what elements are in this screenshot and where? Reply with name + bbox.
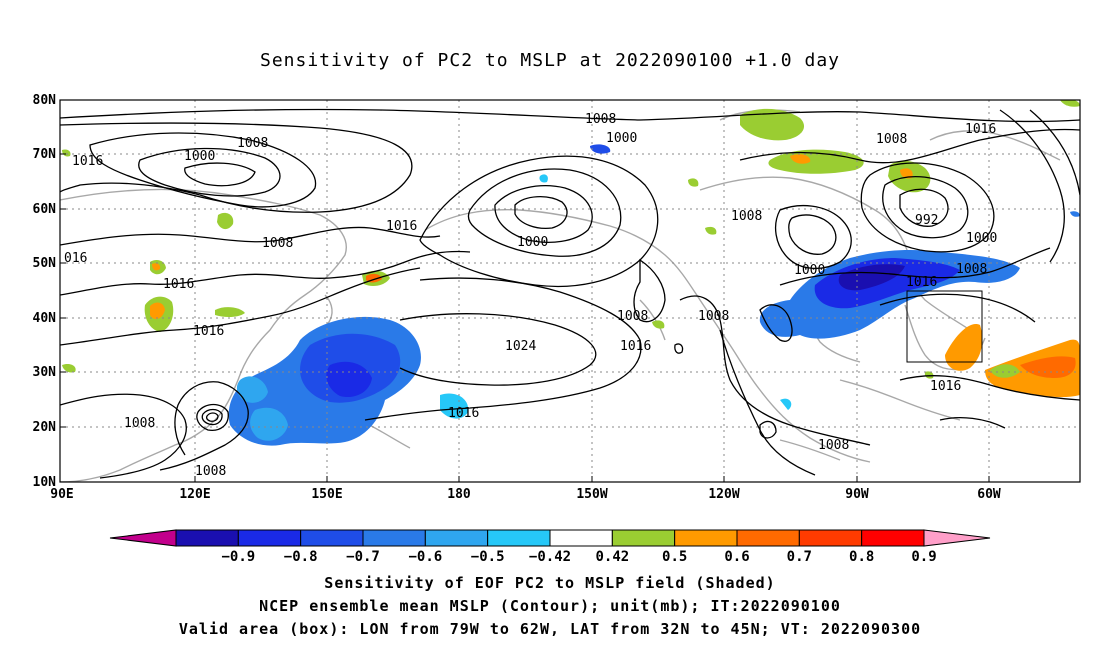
caption-valid-area: Valid area (box): LON from 79W to 62W, L… (178, 620, 922, 638)
latitude-labels: 80N 70N 60N 50N 40N 30N 20N 10N (33, 93, 57, 490)
colorbar-label: −0.42 (529, 549, 571, 565)
colorbar-label: 0.9 (911, 549, 936, 565)
colorbar-swatch (237, 529, 302, 547)
colorbar-label: −0.8 (284, 549, 318, 565)
colorbar-label: 0.8 (849, 549, 874, 565)
contour-label-extra: 1008 (818, 438, 849, 453)
lat-label: 50N (33, 256, 57, 271)
contour-label: 1016 (163, 277, 194, 292)
colorbar-swatch (611, 529, 676, 547)
colorbar-swatch (861, 529, 925, 547)
contour-label: 1016 (386, 219, 417, 234)
contour-label-partial: 016 (64, 251, 87, 266)
longitude-labels: 90E 120E 150E 180 150W 120W 90W 60W (50, 487, 1001, 502)
valid-area-box (906, 290, 983, 363)
colorbar-swatch (362, 529, 426, 547)
colorbar-swatch (424, 529, 489, 547)
colorbar (109, 529, 991, 547)
mslp-contours (60, 108, 1080, 479)
lat-label: 30N (33, 365, 57, 380)
lat-label: 40N (33, 311, 57, 326)
lat-label: 10N (33, 475, 57, 490)
contour-label: 1008 (956, 262, 987, 277)
contour-label: 1016 (906, 275, 937, 290)
colorbar-triangle-low (109, 529, 177, 547)
contour-label: 1000 (794, 263, 825, 278)
colorbar-label: −0.5 (471, 549, 505, 565)
colorbar-label: −0.7 (346, 549, 380, 565)
caption-shaded: Sensitivity of EOF PC2 to MSLP field (Sh… (324, 574, 776, 592)
contour-label: 1008 (698, 309, 729, 324)
lat-label: 20N (33, 420, 57, 435)
contour-label: 1008 (195, 464, 226, 479)
contour-label: 1000 (184, 149, 215, 164)
colorbar-swatch (300, 529, 364, 547)
lon-label: 120E (179, 487, 210, 502)
lon-label: 60W (977, 487, 1001, 502)
colorbar-labels: −0.9 −0.8 −0.7 −0.6 −0.5 −0.42 0.42 0.5 0.6 0.7 0.… (221, 549, 936, 565)
contour-label: 1008 (876, 132, 907, 147)
contour-labels: 1008 1000 1016 1008 1000 1016 1008 1000 … (72, 112, 997, 479)
colorbar-swatch (674, 529, 738, 547)
colorbar-swatch (175, 529, 239, 547)
lon-label: 150W (576, 487, 607, 502)
colorbar-swatch (798, 529, 863, 547)
caption-contour: NCEP ensemble mean MSLP (Contour); unit(… (259, 597, 841, 615)
contour-label: 1008 (585, 112, 616, 127)
contour-label: 1008 (237, 136, 268, 151)
contour-label: 1016 (930, 379, 961, 394)
contour-label: 1000 (966, 231, 997, 246)
grid-lines (60, 100, 1080, 482)
colorbar-label: −0.6 (408, 549, 442, 565)
colorbar-label: 0.7 (787, 549, 812, 565)
contour-label: 1008 (731, 209, 762, 224)
contour-label: 992 (915, 213, 938, 228)
colorbar-swatch (736, 529, 800, 547)
plot-title: Sensitivity of PC2 to MSLP at 2022090100… (259, 50, 840, 71)
contour-label: 1000 (517, 235, 548, 250)
map-area: 1008 1000 1016 1008 1000 1016 1008 1000 … (60, 100, 1080, 482)
lat-label: 70N (33, 147, 57, 162)
contour-label: 1008 (617, 309, 648, 324)
contour-label: 1008 (124, 416, 155, 431)
colorbar-swatch (487, 529, 551, 547)
lon-label: 120W (708, 487, 739, 502)
tick-marks (60, 99, 990, 483)
lon-label: 90E (50, 487, 73, 502)
contour-label: 1000 (606, 131, 637, 146)
colorbar-label: 0.5 (662, 549, 687, 565)
colorbar-swatch (549, 529, 613, 547)
contour-label: 1016 (965, 122, 996, 137)
lon-label: 150E (311, 487, 342, 502)
contour-label: 1024 (505, 339, 536, 354)
contour-label: 1008 (262, 236, 293, 251)
colorbar-label: −0.9 (221, 549, 255, 565)
lon-label: 180 (447, 487, 471, 502)
sensitivity-shading (62, 100, 1080, 446)
lon-label: 90W (845, 487, 869, 502)
lat-label: 80N (33, 93, 57, 108)
contour-label: 1016 (448, 406, 479, 421)
map-frame (59, 99, 1081, 483)
lat-label: 60N (33, 202, 57, 217)
colorbar-triangle-high (923, 529, 991, 547)
colorbar-label: 0.6 (724, 549, 749, 565)
contour-label: 1016 (72, 154, 103, 169)
contour-label: 1016 (620, 339, 651, 354)
contour-label: 1016 (193, 324, 224, 339)
colorbar-label: 0.42 (595, 549, 629, 565)
